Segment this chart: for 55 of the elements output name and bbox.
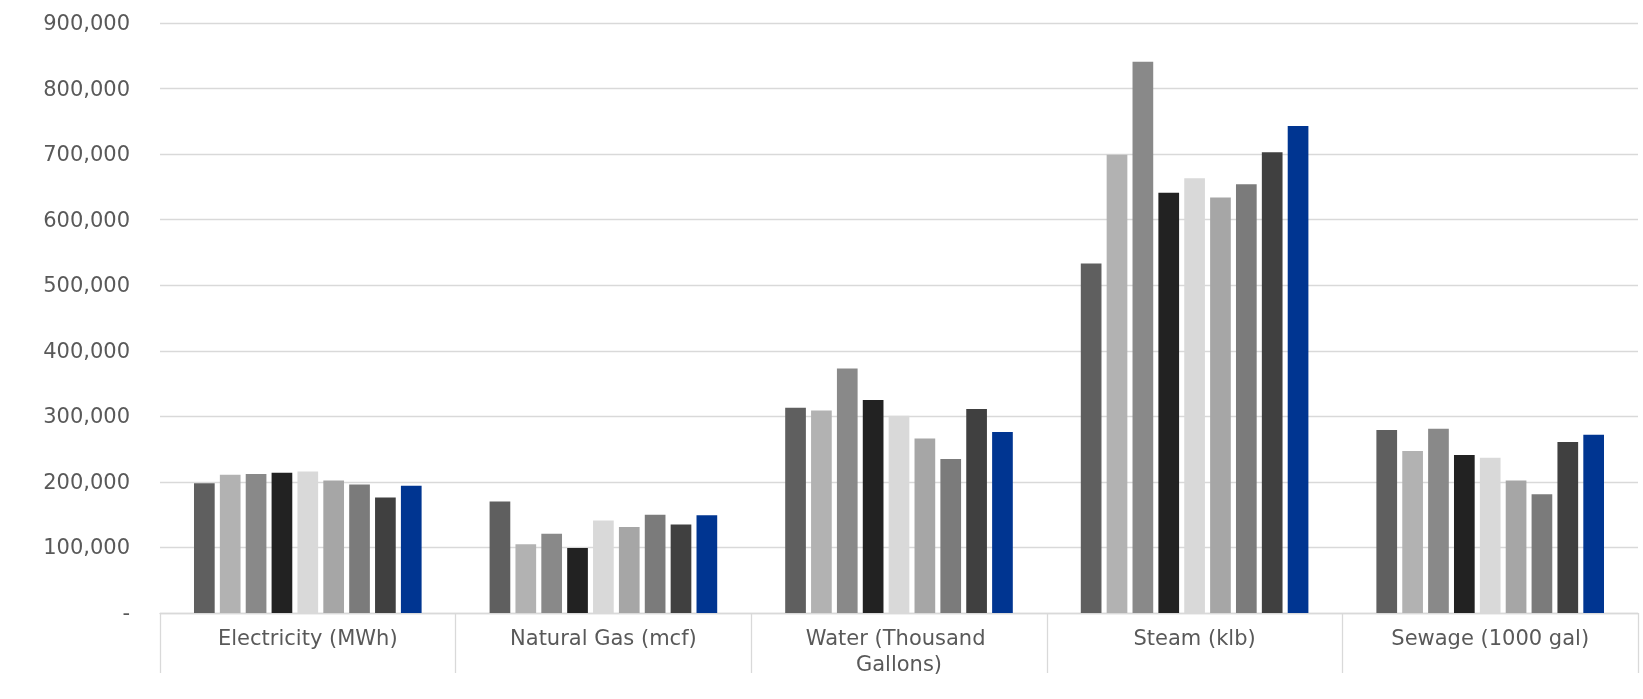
bar bbox=[1106, 154, 1128, 613]
y-tick-label: 300,000 bbox=[43, 404, 130, 429]
bar bbox=[696, 515, 718, 613]
bar bbox=[785, 407, 806, 613]
bar bbox=[1402, 451, 1423, 613]
y-tick-label: 800,000 bbox=[43, 76, 130, 101]
bar bbox=[670, 524, 692, 613]
bar bbox=[1453, 455, 1475, 613]
y-tick-label: 600,000 bbox=[43, 207, 130, 232]
bar bbox=[1557, 441, 1579, 613]
y-tick-label: 400,000 bbox=[43, 338, 130, 363]
bar bbox=[349, 484, 370, 613]
bar bbox=[992, 432, 1013, 613]
bar bbox=[914, 438, 936, 613]
bar bbox=[193, 483, 215, 613]
bar bbox=[862, 399, 884, 613]
bar bbox=[618, 527, 640, 613]
bar bbox=[567, 548, 588, 613]
bar bbox=[400, 485, 422, 613]
y-tick-label: 500,000 bbox=[43, 273, 130, 298]
bar bbox=[245, 474, 267, 613]
x-tick-label: Steam (klb) bbox=[1133, 626, 1256, 650]
bar bbox=[1531, 494, 1553, 613]
bar bbox=[271, 472, 293, 613]
bar bbox=[1505, 480, 1527, 613]
y-tick-label: 100,000 bbox=[43, 535, 130, 560]
bar bbox=[811, 410, 832, 613]
bar bbox=[1158, 192, 1180, 613]
bar bbox=[644, 514, 666, 613]
bar bbox=[515, 544, 537, 613]
y-tick-label: 700,000 bbox=[43, 142, 130, 167]
bar bbox=[375, 497, 396, 613]
x-tick-label: Sewage (1000 gal) bbox=[1391, 626, 1590, 650]
bar bbox=[541, 533, 563, 613]
y-tick-label: - bbox=[122, 601, 130, 625]
x-tick-label: Water (Thousand Gallons) bbox=[805, 626, 993, 676]
bar bbox=[836, 368, 858, 613]
bar bbox=[219, 474, 241, 613]
x-tick-label: Electricity (MWh) bbox=[218, 626, 398, 650]
bar bbox=[1080, 263, 1102, 613]
y-tick-label: 900,000 bbox=[43, 11, 130, 35]
bar bbox=[966, 409, 987, 613]
bar bbox=[1287, 125, 1309, 613]
bar bbox=[1583, 434, 1605, 613]
bar bbox=[940, 458, 962, 613]
bar bbox=[1428, 428, 1449, 613]
bar bbox=[323, 480, 345, 613]
bar bbox=[1132, 61, 1154, 613]
bar bbox=[1376, 430, 1398, 613]
bar bbox=[1210, 197, 1231, 613]
bar bbox=[1235, 184, 1257, 613]
bar bbox=[489, 501, 511, 613]
x-tick-label: Natural Gas (mcf) bbox=[510, 626, 697, 650]
y-tick-label: 200,000 bbox=[43, 469, 130, 494]
bar bbox=[1261, 152, 1283, 613]
